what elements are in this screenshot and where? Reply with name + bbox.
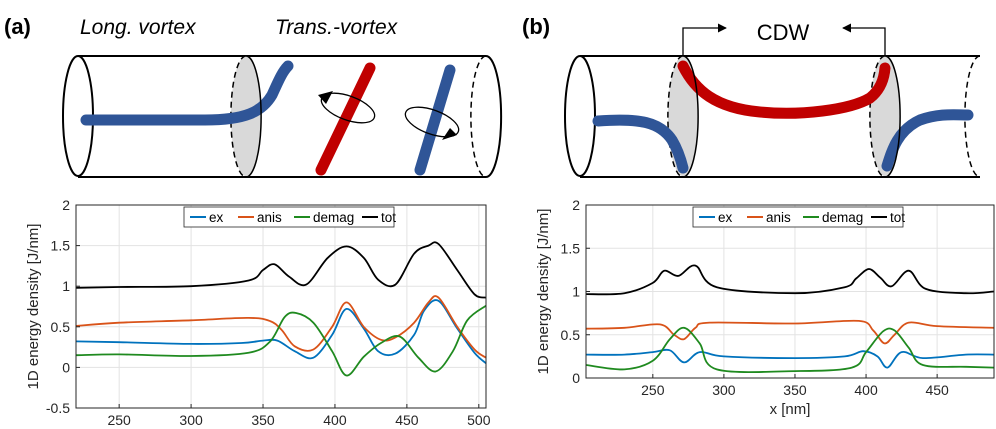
energy-chart-b: 250 300 350 400 450 0 0.5 1 1.5 2 x [nm] 1D energy … — [535, 197, 995, 418]
y-axis-label: 1D energy density [J/nm] — [25, 224, 42, 390]
y-tick-label: 0 — [62, 359, 70, 375]
cylinder-right-end-front — [485, 55, 503, 178]
transverse-vortex-core-blue — [414, 64, 456, 176]
plot-area — [76, 205, 486, 408]
legend-label-anis: anis — [257, 210, 282, 225]
legend-label-demag: demag — [822, 210, 863, 225]
cdw-core-red — [677, 60, 891, 119]
y-tick-label: 1 — [62, 278, 70, 294]
panel-b-tag: (b) — [522, 14, 550, 39]
x-axis-label: x [nm] — [770, 401, 811, 418]
panel-a-tag: (a) — [4, 14, 31, 39]
transverse-vortex-label: Trans.-vortex — [275, 16, 399, 39]
cdw-bracket-right — [842, 23, 886, 62]
x-tick-label: 350 — [251, 412, 275, 428]
rotation-arrowhead-red — [318, 91, 333, 104]
y-tick-label: 0.5 — [51, 319, 71, 335]
x-tick-label: 400 — [323, 412, 347, 428]
legend-label-ex: ex — [718, 210, 733, 225]
legend-label-tot: tot — [381, 210, 396, 225]
series-line-ex — [75, 299, 487, 364]
wall-section-right-front — [884, 55, 901, 178]
legend-label-tot: tot — [890, 210, 905, 225]
legend-box — [183, 206, 395, 228]
rotation-arrowhead-blue — [442, 128, 457, 140]
transverse-vortex-core-red — [315, 62, 376, 176]
vortex-core-blue-left — [592, 114, 689, 174]
x-tick-label: 250 — [107, 412, 131, 428]
x-tick-label: 400 — [854, 382, 878, 398]
y-tick-label: 1.5 — [561, 240, 581, 256]
longitudinal-vortex-label: Long. vortex — [80, 16, 197, 39]
rotation-arrow-blue — [404, 106, 460, 138]
panel-a-schematic: (a) Long. vortex Trans.-vortex — [4, 14, 503, 178]
legend-label-demag: demag — [313, 210, 354, 225]
x-tick-label: 450 — [395, 412, 419, 428]
wall-section-right-back — [869, 55, 886, 178]
series-line-demag — [75, 304, 487, 377]
series-line-demag — [585, 326, 995, 374]
series-line-tot — [75, 241, 487, 299]
panel-b-schematic: (b) CDW — [522, 14, 981, 178]
wall-section-left-back — [667, 55, 684, 178]
y-axis-label: 1D energy density [J/nm] — [535, 209, 552, 375]
legend-box — [692, 206, 904, 228]
cylinder-b-left-end — [564, 55, 596, 177]
y-tick-label: 1 — [572, 284, 580, 300]
x-tick-label: 500 — [467, 412, 491, 428]
x-tick-label: 300 — [712, 382, 736, 398]
x-tick-label: 350 — [783, 382, 807, 398]
cdw-bracket-left — [682, 23, 727, 62]
legend-label-ex: ex — [209, 210, 224, 225]
x-tick-label: 450 — [925, 382, 949, 398]
y-tick-label: 1.5 — [51, 238, 71, 254]
y-tick-label: -0.5 — [46, 400, 70, 416]
vortex-core-blue-right — [881, 109, 974, 172]
cdw-label: CDW — [757, 20, 810, 45]
legend-label-anis: anis — [766, 210, 791, 225]
y-tick-label: 2 — [572, 197, 580, 213]
series-line-tot — [585, 264, 995, 296]
x-tick-label: 300 — [179, 412, 203, 428]
x-tick-label: 250 — [641, 382, 665, 398]
y-tick-label: 2 — [62, 197, 70, 213]
y-tick-label: 0 — [572, 370, 580, 386]
cylinder-right-end-back — [470, 55, 487, 178]
domain-wall-section-front — [245, 55, 262, 178]
longitudinal-vortex-core — [80, 60, 294, 126]
wall-section-left-front — [682, 55, 699, 178]
y-tick-label: 0.5 — [561, 327, 581, 343]
series-line-anis — [75, 295, 487, 359]
axes-box — [75, 204, 487, 409]
series-line-anis — [585, 319, 995, 345]
